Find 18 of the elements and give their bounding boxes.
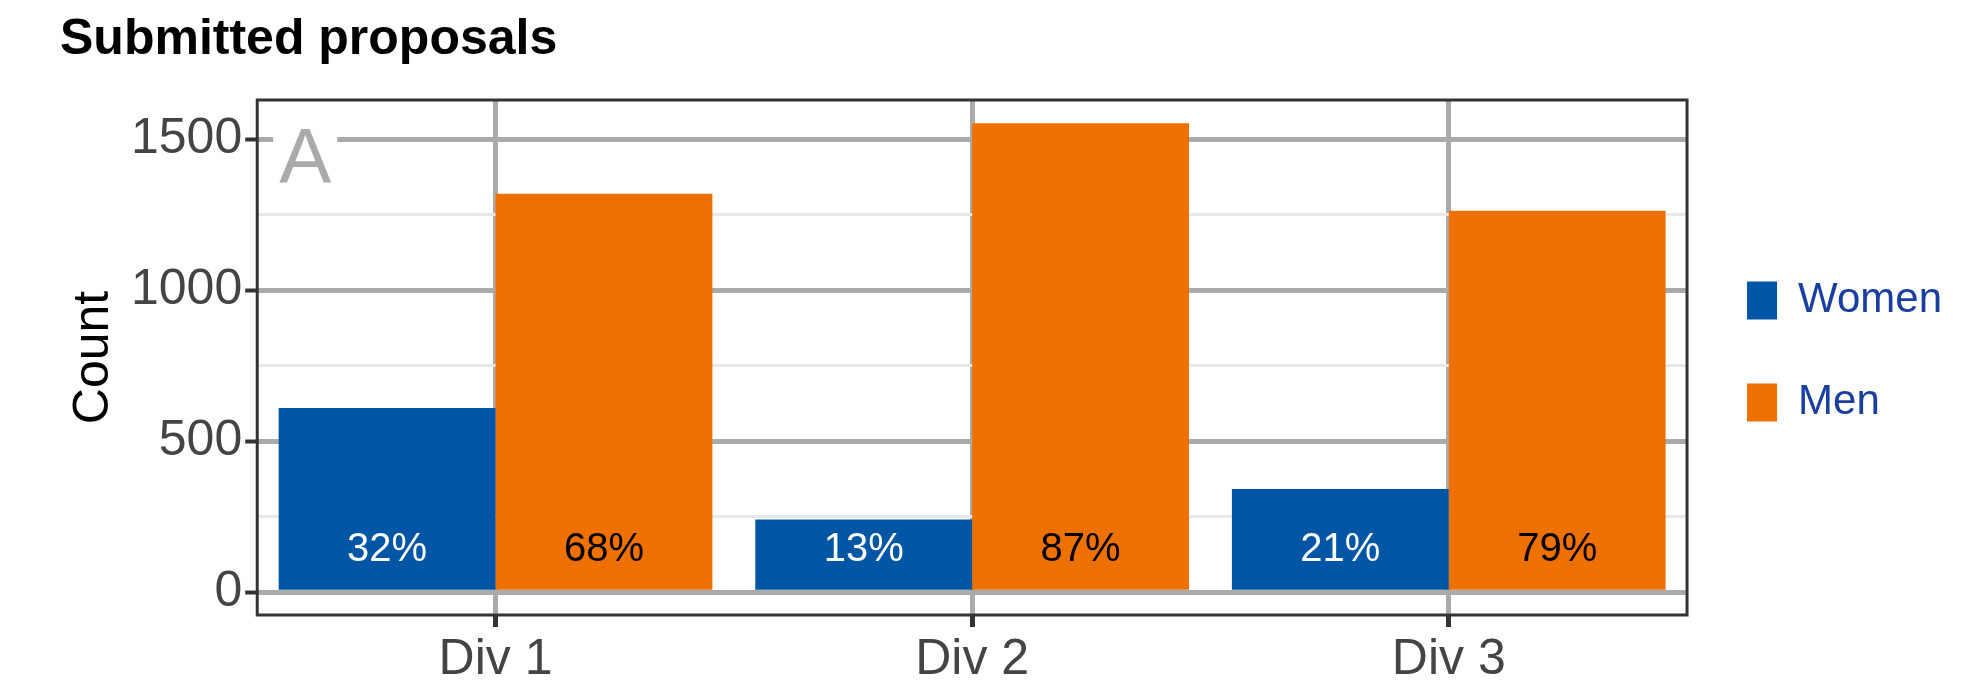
x-tick-label: Div 3 [1391, 628, 1506, 685]
x-tick-label: Div 2 [915, 628, 1030, 685]
annotation: 68% [563, 525, 644, 570]
annotation: 21% [1300, 525, 1381, 570]
legend-label: Men [1798, 376, 1880, 424]
annotation: 87% [1040, 525, 1121, 570]
y-tick-label: 1500 [131, 108, 243, 165]
legend-label: Women [1798, 274, 1943, 322]
y-tick-label: 1000 [131, 259, 243, 316]
annotation: 79% [1517, 525, 1598, 570]
annotation: 32% [347, 525, 428, 570]
annotation: A [279, 111, 332, 200]
x-tick-label: Div 1 [438, 628, 553, 685]
y-tick-label: 500 [158, 410, 243, 467]
y-axis-title: Count [62, 290, 119, 425]
annotation: 13% [823, 525, 904, 570]
chart-title: Submitted proposals [60, 8, 558, 65]
y-tick-label: 0 [214, 561, 243, 618]
